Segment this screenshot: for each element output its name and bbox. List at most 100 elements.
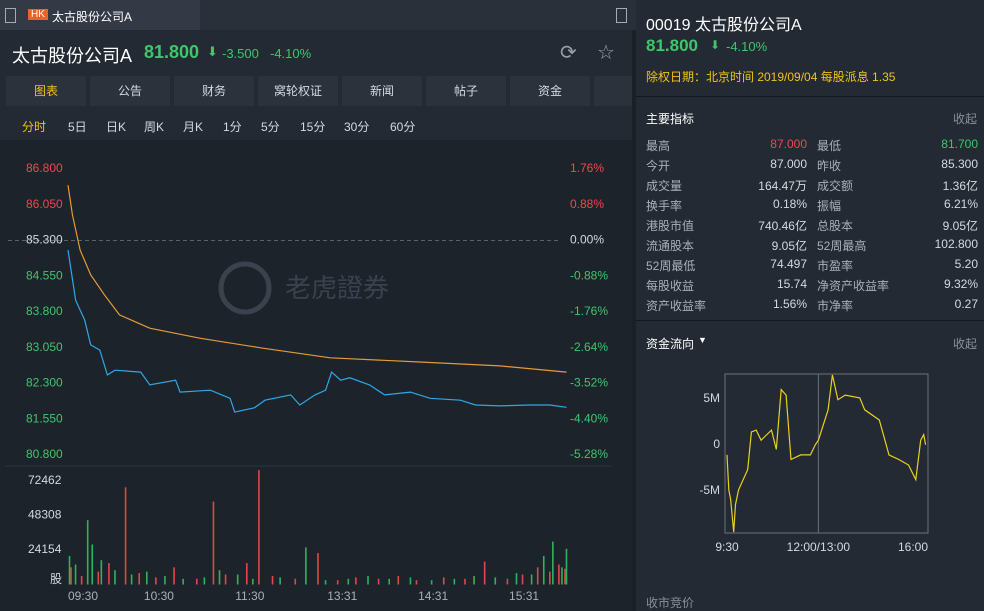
volume-bar (114, 570, 116, 585)
volume-bar (195, 578, 198, 585)
down-arrow: ⬇ (207, 44, 218, 59)
volume-bar (324, 580, 327, 585)
period-tab[interactable]: 分时 (22, 120, 47, 134)
y2-tick-label: -0.88% (570, 268, 608, 282)
nav-tab[interactable]: 帖子 (426, 76, 506, 106)
side-price: 81.800 (646, 36, 698, 55)
period-tab[interactable]: 日K (106, 120, 127, 134)
y-tick-label: 85.300 (26, 233, 63, 247)
dividend-note: 除权日期：北京时间 2019/09/04 每股派息 1.35 (646, 70, 896, 84)
window-icon[interactable] (5, 8, 16, 23)
collapse-button[interactable]: 收起 (953, 112, 978, 126)
y-tick-label: 83.800 (26, 304, 63, 318)
stat-label: 今开 (646, 159, 671, 173)
right-panel (636, 0, 984, 611)
x-tick-label: 15:31 (509, 589, 539, 603)
volume-bar (182, 578, 184, 585)
x-tick-label: 16:00 (898, 540, 928, 554)
nav-tab[interactable]: 新闻 (342, 76, 422, 106)
collapse-button[interactable]: 收起 (953, 337, 978, 351)
nav-tab[interactable]: 公告 (90, 76, 170, 106)
window-icon[interactable] (616, 8, 627, 23)
side-change-pct: -4.10% (726, 39, 768, 54)
y2-tick-label: -4.40% (570, 411, 608, 425)
volume-bar (91, 544, 94, 585)
volume-bar (473, 575, 475, 585)
volume-bar (258, 470, 260, 585)
volume-bar (212, 501, 215, 585)
period-tab[interactable]: 30分 (344, 120, 370, 134)
volume-bar (271, 575, 274, 585)
dropdown-arrow[interactable]: ▼ (698, 335, 707, 345)
period-tab[interactable]: 5日 (68, 120, 87, 134)
stat-label: 成交额 (817, 179, 854, 193)
volume-bar (415, 580, 418, 585)
period-tab[interactable]: 月K (183, 120, 204, 134)
x-tick-label: 09:30 (68, 589, 98, 603)
refresh-button[interactable]: ⟳ (560, 42, 577, 64)
volume-bar (74, 564, 77, 585)
stat-value: 1.56% (772, 297, 807, 311)
volume-bar (130, 574, 133, 585)
nav-tab[interactable]: 窝轮权证 (258, 76, 338, 106)
stat-value: 0.27 (954, 297, 978, 311)
volume-bar (558, 564, 560, 585)
stat-label: 最高 (646, 139, 671, 153)
period-tab[interactable]: 周K (144, 120, 165, 134)
section-title[interactable]: 资金流向 (646, 337, 695, 351)
nav-tab[interactable]: 财务 (174, 76, 254, 106)
volume-bar (367, 575, 369, 585)
favorite-button[interactable]: ☆ (597, 42, 615, 64)
volume-bar (124, 487, 127, 585)
nav-tab[interactable]: 图表 (6, 76, 86, 106)
y2-tick-label: -3.52% (570, 376, 608, 390)
volume-bar (521, 574, 524, 585)
x-tick-label: 12:00/13:00 (787, 540, 851, 554)
divider (636, 320, 984, 321)
stat-label: 资产收益率 (646, 299, 707, 313)
volume-bar (397, 575, 400, 585)
y-tick-label: 82.300 (26, 376, 63, 390)
stat-value: 74.497 (770, 257, 807, 271)
y2-tick-label: 1.76% (570, 161, 604, 175)
volume-bar (224, 574, 227, 585)
volume-bar (377, 578, 380, 585)
stat-value: 740.46亿 (758, 219, 807, 233)
y2-tick-label: -2.64% (570, 340, 608, 354)
y2-tick-label: 0.00% (570, 233, 604, 247)
nav-tab[interactable]: 资金 (510, 76, 590, 106)
volume-bar (80, 575, 83, 585)
volume-bar (561, 567, 563, 585)
volume-bar (483, 561, 486, 585)
x-tick-label: 13:31 (327, 589, 357, 603)
volume-bar (173, 567, 175, 585)
volume-bar (108, 563, 110, 585)
volume-bar (252, 578, 254, 585)
period-tab[interactable]: 1分 (223, 120, 242, 134)
volume-bar (409, 577, 412, 585)
change: -3.500 (222, 46, 259, 61)
stat-label: 振幅 (817, 199, 842, 213)
y-tick-label: 84.550 (26, 268, 63, 282)
volume-bar (536, 567, 539, 585)
nav-tab[interactable] (594, 76, 632, 106)
stat-label: 52周最高 (817, 239, 867, 253)
y-tick-label: 48308 (28, 508, 62, 522)
volume-bar (542, 555, 545, 585)
volume-bar (317, 553, 319, 585)
price-line (67, 249, 567, 413)
side-title: 00019 太古股份公司A (646, 17, 802, 34)
volume-bar (203, 577, 206, 585)
volume-bar (506, 578, 509, 585)
y-tick-label: -5M (699, 483, 720, 497)
volume-bar (355, 577, 357, 585)
volume-bar (70, 567, 72, 585)
period-tab[interactable]: 15分 (300, 120, 326, 134)
period-tab[interactable]: 60分 (390, 120, 416, 134)
change-pct: -4.10% (270, 46, 312, 61)
period-tab[interactable]: 5分 (261, 120, 280, 134)
stat-label: 每股收益 (646, 279, 695, 293)
watermark: 老虎證券 (285, 273, 389, 303)
